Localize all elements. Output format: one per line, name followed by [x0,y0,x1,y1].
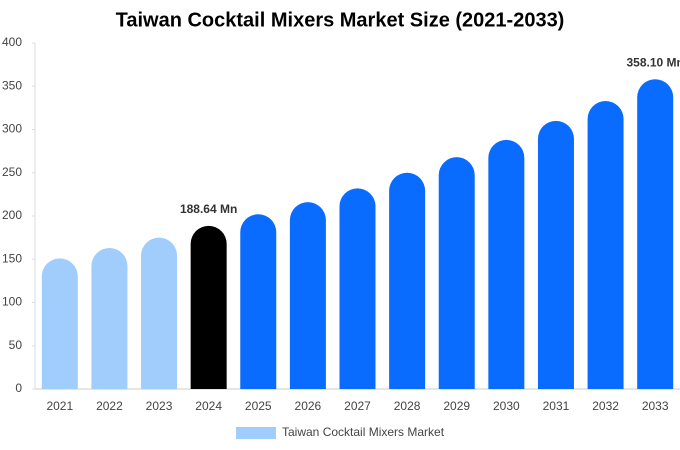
bar [289,202,326,389]
x-tick-label: 2027 [344,399,371,413]
y-tick-label: 400 [2,35,22,49]
bar [141,237,178,389]
x-tick-label: 2026 [295,399,322,413]
bar [339,188,376,389]
value-label: 358.10 Mn [627,55,680,69]
x-tick-label: 2028 [394,399,421,413]
y-tick-label: 350 [2,78,22,92]
y-tick-label: 150 [2,251,22,265]
y-tick-label: 200 [2,208,22,222]
x-tick-label: 2021 [46,399,73,413]
bar [41,258,78,389]
x-tick-label: 2025 [245,399,272,413]
y-tick-label: 300 [2,122,22,136]
x-tick-label: 2032 [592,399,619,413]
bar [91,248,128,389]
legend-swatch [236,427,276,439]
y-tick-label: 0 [15,381,22,395]
bar [488,139,525,389]
x-tick-label: 2022 [96,399,123,413]
x-tick-label: 2030 [493,399,520,413]
chart-title: Taiwan Cocktail Mixers Market Size (2021… [116,9,565,31]
x-tick-label: 2024 [195,399,222,413]
x-tick-label: 2031 [543,399,570,413]
bar [637,79,674,389]
bar [389,172,426,389]
bar [438,157,475,389]
y-tick-label: 50 [9,338,23,352]
bar [240,214,277,389]
x-tick-label: 2023 [146,399,173,413]
y-tick-label: 100 [2,295,22,309]
y-tick-label: 250 [2,165,22,179]
x-tick-label: 2029 [443,399,470,413]
bar [587,100,624,389]
bar [190,225,227,389]
legend-label: Taiwan Cocktail Mixers Market [282,425,445,439]
x-tick-label: 2033 [642,399,669,413]
value-label: 188.64 Mn [180,202,237,216]
bar [537,120,574,389]
